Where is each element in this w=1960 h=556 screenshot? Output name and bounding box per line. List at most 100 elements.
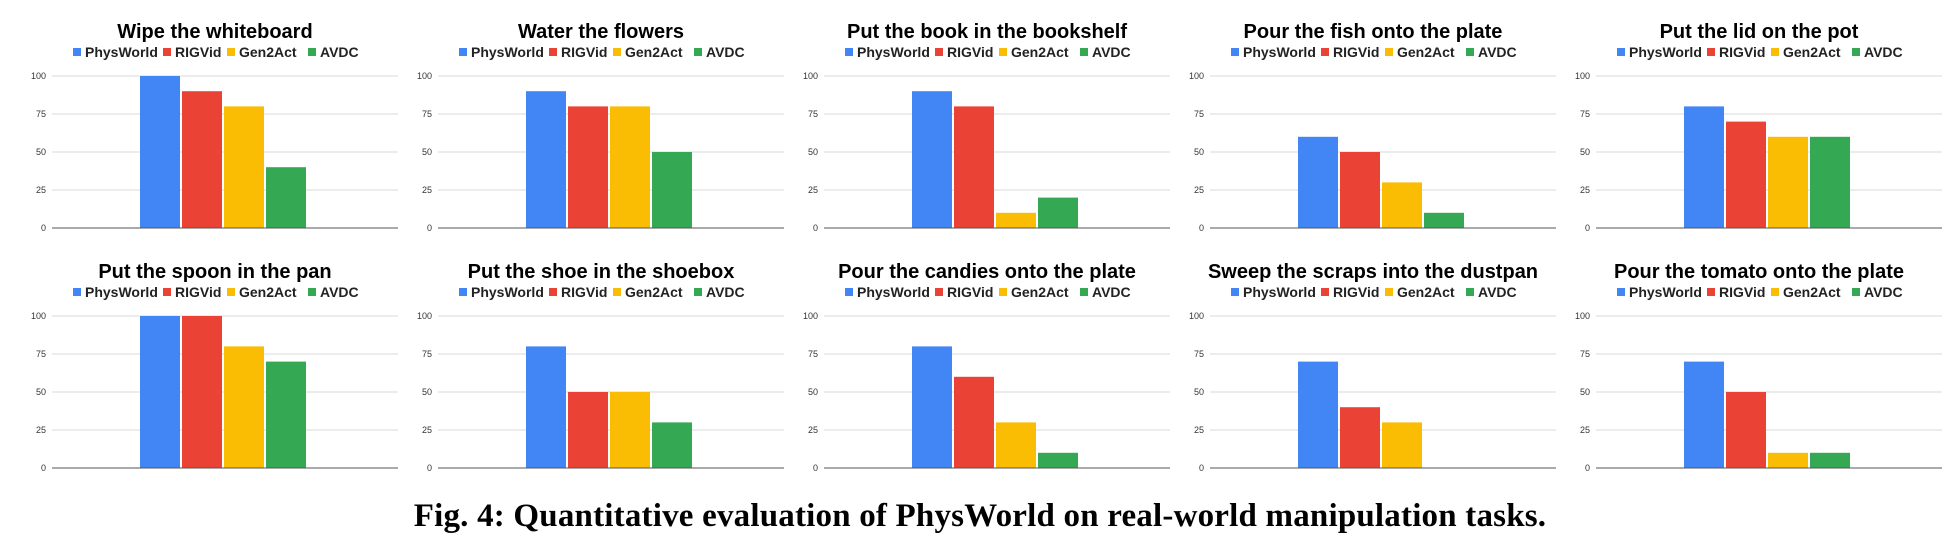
legend-label-gen2act: Gen2Act [1397, 284, 1455, 300]
legend: PhysWorld RIGVid Gen2Act AVDC [73, 44, 359, 60]
y-tick-label: 100 [1189, 311, 1204, 321]
bar-physworld [140, 316, 180, 468]
legend-label-rigvid: RIGVid [561, 284, 607, 300]
y-tick-label: 75 [36, 109, 46, 119]
chart-title: Put the spoon in the pan [98, 261, 331, 283]
legend-swatch-avdc [308, 48, 316, 56]
legend-label-gen2act: Gen2Act [1011, 284, 1069, 300]
y-tick-label: 25 [808, 185, 818, 195]
legend-label-rigvid: RIGVid [1333, 44, 1379, 60]
y-tick-label: 25 [36, 425, 46, 435]
legend-label-gen2act: Gen2Act [1011, 44, 1069, 60]
bar-physworld [1684, 106, 1724, 228]
bar-gen2act [610, 106, 650, 228]
bar-physworld [1298, 361, 1338, 468]
y-tick-label: 50 [422, 147, 432, 157]
chart-title: Pour the tomato onto the plate [1614, 261, 1904, 283]
legend-swatch-rigvid [549, 48, 557, 56]
y-tick-label: 50 [808, 147, 818, 157]
y-tick-label: 25 [808, 425, 818, 435]
bar-physworld [1298, 136, 1338, 228]
legend-label-gen2act: Gen2Act [625, 44, 683, 60]
legend-swatch-avdc [694, 288, 702, 296]
legend-swatch-avdc [1466, 48, 1474, 56]
legend-swatch-avdc [1080, 48, 1088, 56]
y-tick-label: 25 [1194, 425, 1204, 435]
legend-swatch-gen2act [1771, 48, 1779, 56]
bar-gen2act [1382, 182, 1422, 228]
legend-swatch-physworld [459, 48, 467, 56]
legend-label-physworld: PhysWorld [471, 44, 544, 60]
legend-swatch-avdc [1466, 288, 1474, 296]
legend-swatch-gen2act [227, 288, 235, 296]
legend: PhysWorld RIGVid Gen2Act AVDC [845, 284, 1131, 300]
y-tick-label: 100 [31, 71, 46, 81]
legend-label-physworld: PhysWorld [1629, 284, 1702, 300]
bar-gen2act [1382, 422, 1422, 468]
chart-title: Wipe the whiteboard [117, 21, 312, 43]
bar-rigvid [182, 91, 222, 228]
bar-avdc [1810, 136, 1850, 228]
y-tick-label: 50 [1194, 387, 1204, 397]
chart-title: Put the book in the bookshelf [847, 21, 1127, 43]
y-tick-label: 75 [808, 109, 818, 119]
bar-avdc [1038, 452, 1078, 468]
y-tick-label: 100 [803, 311, 818, 321]
legend-swatch-rigvid [163, 288, 171, 296]
bar-physworld [140, 76, 180, 228]
y-tick-label: 100 [417, 311, 432, 321]
y-tick-label: 100 [803, 71, 818, 81]
y-tick-label: 75 [1580, 349, 1590, 359]
y-tick-label: 100 [31, 311, 46, 321]
y-tick-label: 25 [1580, 425, 1590, 435]
bar-rigvid [954, 106, 994, 228]
y-tick-label: 75 [808, 349, 818, 359]
chart-panel-put-the-book-in-the-bookshelf: Put the book in the bookshelf PhysWorld RI… [772, 0, 1170, 240]
y-tick-label: 0 [1585, 223, 1590, 233]
bar-avdc [1424, 212, 1464, 228]
bar-physworld [1684, 361, 1724, 468]
y-tick-label: 0 [41, 223, 46, 233]
y-tick-label: 0 [813, 463, 818, 473]
bar-rigvid [182, 316, 222, 468]
legend-label-avdc: AVDC [320, 44, 359, 60]
legend: PhysWorld RIGVid Gen2Act AVDC [459, 44, 745, 60]
legend-swatch-avdc [308, 288, 316, 296]
legend-swatch-rigvid [1321, 48, 1329, 56]
y-tick-label: 50 [808, 387, 818, 397]
legend-swatch-physworld [1617, 48, 1625, 56]
chart-panel-pour-the-candies-onto-the-plate: Pour the candies onto the plate PhysWorld… [772, 240, 1170, 480]
legend-swatch-rigvid [1707, 48, 1715, 56]
chart-panel-wipe-the-whiteboard: Wipe the whiteboard PhysWorld RIGVid Gen2Ac… [0, 0, 398, 240]
bar-rigvid [1726, 121, 1766, 228]
legend-label-avdc: AVDC [1478, 284, 1517, 300]
bar-avdc [1038, 197, 1078, 228]
legend-label-physworld: PhysWorld [471, 284, 544, 300]
legend-label-avdc: AVDC [1092, 44, 1131, 60]
legend-swatch-avdc [1852, 288, 1860, 296]
legend-swatch-physworld [1231, 288, 1239, 296]
legend-swatch-physworld [1231, 48, 1239, 56]
bar-gen2act [996, 212, 1036, 228]
y-tick-label: 100 [417, 71, 432, 81]
legend: PhysWorld RIGVid Gen2Act AVDC [1617, 44, 1903, 60]
y-tick-label: 25 [422, 425, 432, 435]
legend-label-physworld: PhysWorld [1629, 44, 1702, 60]
y-tick-label: 100 [1189, 71, 1204, 81]
y-tick-label: 50 [36, 147, 46, 157]
legend: PhysWorld RIGVid Gen2Act AVDC [1231, 44, 1517, 60]
bar-chart: Sweep the scraps into the dustpanPhysWor… [1189, 261, 1556, 473]
legend-swatch-physworld [845, 288, 853, 296]
legend-swatch-avdc [694, 48, 702, 56]
legend-label-avdc: AVDC [1864, 284, 1903, 300]
legend-label-gen2act: Gen2Act [1397, 44, 1455, 60]
y-tick-label: 50 [1194, 147, 1204, 157]
legend-swatch-rigvid [935, 288, 943, 296]
y-tick-label: 25 [1580, 185, 1590, 195]
